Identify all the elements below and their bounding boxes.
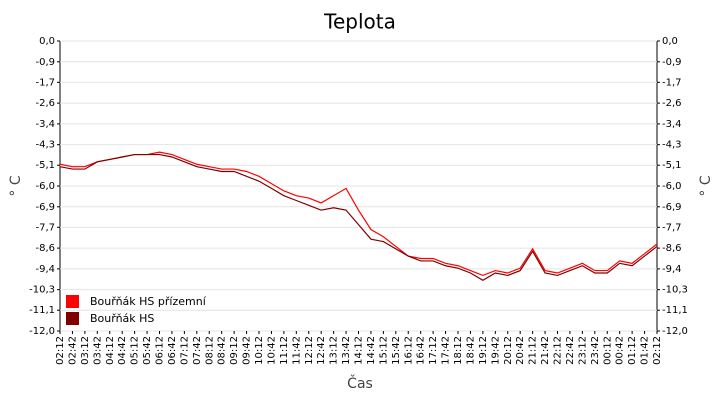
- x-tick-label: 22:12: [553, 336, 564, 365]
- y-tick-label: -2,6: [35, 98, 55, 109]
- x-tick-label: 05:12: [130, 336, 141, 365]
- y-axis-label: ° C: [8, 175, 24, 196]
- y-tick-label: -8,6: [35, 243, 55, 254]
- x-tick-label: 00:12: [602, 336, 613, 365]
- x-tick-label: 16:42: [416, 336, 427, 365]
- x-tick-label: 03:12: [80, 336, 91, 365]
- x-tick-label: 23:12: [577, 336, 588, 365]
- y2-tick-label: -10,3: [662, 285, 688, 296]
- x-tick-label: 03:42: [92, 336, 103, 365]
- y-tick-label: -11,1: [29, 305, 55, 316]
- x-tick-label: 10:42: [266, 336, 277, 365]
- x-tick-label: 08:42: [217, 336, 228, 365]
- x-tick-label: 18:12: [453, 336, 464, 365]
- legend-label: Bouřňák HS: [90, 312, 154, 325]
- x-tick-label: 00:42: [615, 336, 626, 365]
- x-tick-label: 06:12: [155, 336, 166, 365]
- y-tick-label: -1,7: [35, 77, 55, 88]
- x-tick-label: 04:42: [117, 336, 128, 365]
- y2-tick-label: -1,7: [662, 77, 682, 88]
- x-tick-label: 17:42: [441, 336, 452, 365]
- y-tick-label: -4,3: [35, 140, 55, 151]
- x-tick-label: 02:42: [67, 336, 78, 365]
- x-tick-label: 13:42: [341, 336, 352, 365]
- x-tick-label: 22:42: [565, 336, 576, 365]
- series-line: [59, 151, 658, 277]
- x-tick-label: 23:42: [590, 336, 601, 365]
- x-tick-label: 20:12: [503, 336, 514, 365]
- x-tick-label: 11:42: [291, 336, 302, 365]
- x-tick-label: 14:12: [354, 336, 365, 365]
- y2-tick-label: -9,4: [662, 264, 682, 275]
- y2-tick-label: -4,3: [662, 140, 682, 151]
- x-tick-label: 09:12: [229, 336, 240, 365]
- x-tick-label: 09:42: [242, 336, 253, 365]
- y-tick-label: -10,3: [29, 285, 55, 296]
- y-tick-label: -0,9: [35, 57, 55, 68]
- x-tick-label: 07:42: [192, 336, 203, 365]
- y-tick-label: -6,0: [35, 181, 55, 192]
- y-tick-label: -3,4: [35, 119, 55, 130]
- x-tick-label: 08:12: [204, 336, 215, 365]
- x-tick-label: 18:42: [465, 336, 476, 365]
- x-tick-label: 01:42: [640, 336, 651, 365]
- x-tick-label: 21:12: [528, 336, 539, 365]
- y-tick-label: -5,1: [35, 160, 55, 171]
- y2-axis-label: ° C: [698, 175, 714, 196]
- y2-tick-label: -3,4: [662, 119, 682, 130]
- y2-tick-label: 0,0: [662, 36, 678, 47]
- y-tick-label: -6,9: [35, 202, 55, 213]
- legend-label: Bouřňák HS přízemní: [90, 295, 207, 308]
- x-tick-label: 21:42: [540, 336, 551, 365]
- x-tick-label: 19:42: [490, 336, 501, 365]
- x-tick-label: 04:12: [105, 336, 116, 365]
- series-line: [59, 153, 658, 281]
- x-tick-label: 13:12: [329, 336, 340, 365]
- x-tick-label: 16:12: [403, 336, 414, 365]
- y2-tick-label: -6,9: [662, 202, 682, 213]
- y2-tick-label: -11,1: [662, 305, 688, 316]
- x-tick-label: 11:12: [279, 336, 290, 365]
- x-tick-label: 12:42: [316, 336, 327, 365]
- y2-tick-label: -7,7: [662, 222, 682, 233]
- x-tick-label: 12:12: [304, 336, 315, 365]
- x-tick-label: 02:12: [652, 336, 663, 365]
- y2-tick-label: -5,1: [662, 160, 682, 171]
- x-tick-label: 10:12: [254, 336, 265, 365]
- legend-swatch: [66, 312, 79, 325]
- x-tick-label: 02:12: [55, 336, 66, 365]
- x-tick-label: 14:42: [366, 336, 377, 365]
- x-axis-label: Čas: [347, 374, 373, 392]
- x-tick-label: 19:12: [478, 336, 489, 365]
- y-tick-label: -9,4: [35, 264, 55, 275]
- x-tick-label: 06:42: [167, 336, 178, 365]
- x-tick-label: 05:42: [142, 336, 153, 365]
- y2-tick-label: -2,6: [662, 98, 682, 109]
- y-tick-label: 0,0: [39, 36, 55, 47]
- y2-tick-label: -0,9: [662, 57, 682, 68]
- y2-tick-label: -8,6: [662, 243, 682, 254]
- chart-title: Teplota: [323, 10, 396, 34]
- y2-tick-label: -12,0: [662, 326, 688, 337]
- y-tick-label: -7,7: [35, 222, 55, 233]
- x-tick-label: 20:42: [515, 336, 526, 365]
- x-tick-label: 15:12: [378, 336, 389, 365]
- x-tick-label: 01:12: [627, 336, 638, 365]
- x-tick-label: 15:42: [391, 336, 402, 365]
- y-tick-label: -12,0: [29, 326, 55, 337]
- x-tick-label: 07:12: [179, 336, 190, 365]
- legend-swatch: [66, 295, 79, 308]
- y2-tick-label: -6,0: [662, 181, 682, 192]
- x-tick-label: 17:12: [428, 336, 439, 365]
